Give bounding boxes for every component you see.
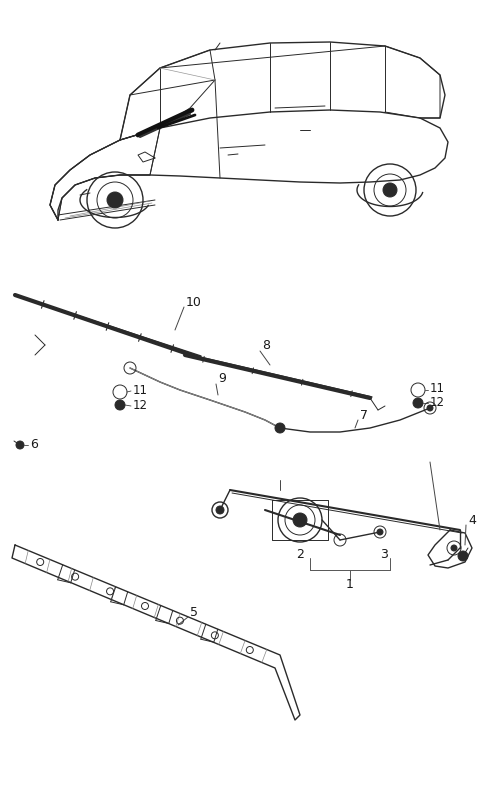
Circle shape	[427, 405, 433, 411]
Circle shape	[451, 545, 457, 551]
Circle shape	[115, 400, 125, 410]
Circle shape	[377, 529, 383, 535]
Text: 12: 12	[430, 395, 445, 409]
Text: 2: 2	[296, 549, 304, 562]
Text: 4: 4	[468, 513, 476, 527]
Text: 11: 11	[133, 383, 148, 397]
Text: 5: 5	[190, 606, 198, 619]
Text: 3: 3	[380, 549, 388, 562]
Text: 10: 10	[186, 295, 202, 309]
Text: 7: 7	[360, 409, 368, 421]
Text: 6: 6	[30, 437, 38, 451]
Text: 9: 9	[218, 371, 226, 384]
Text: 12: 12	[133, 398, 148, 412]
Circle shape	[383, 183, 397, 197]
Circle shape	[413, 398, 423, 408]
Circle shape	[16, 441, 24, 449]
Circle shape	[216, 506, 224, 514]
Text: 11: 11	[430, 382, 445, 394]
Circle shape	[293, 513, 307, 527]
Circle shape	[275, 423, 285, 433]
Circle shape	[458, 551, 468, 561]
Circle shape	[107, 192, 123, 208]
Text: 8: 8	[262, 338, 270, 352]
Text: 1: 1	[346, 578, 354, 592]
